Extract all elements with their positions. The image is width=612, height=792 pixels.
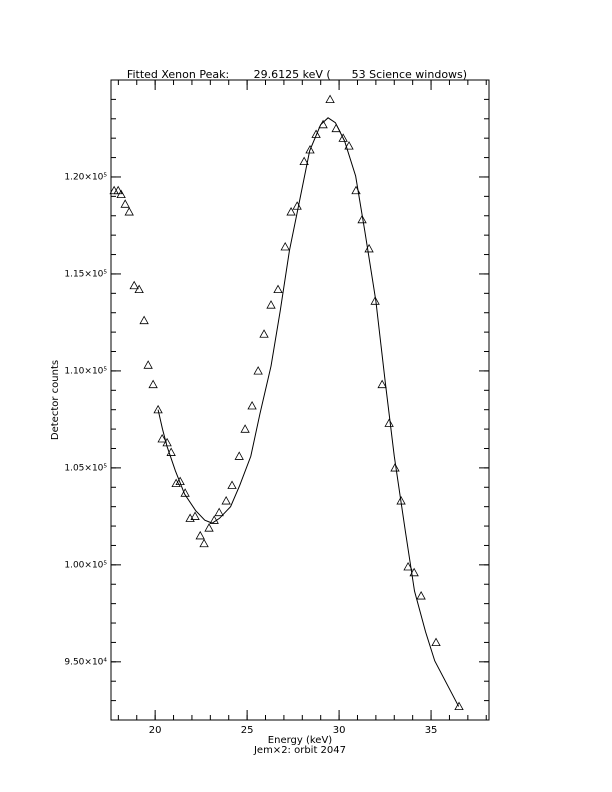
data-marker	[240, 424, 250, 433]
data-marker	[299, 156, 309, 166]
y-tick-label: 1.05×10⁵	[64, 463, 107, 473]
data-marker	[199, 538, 209, 548]
data-marker	[143, 360, 153, 369]
data-marker	[190, 511, 200, 520]
data-marker	[370, 296, 380, 305]
data-marker	[416, 591, 426, 600]
y-tick-label: 1.00×10⁵	[64, 560, 107, 570]
data-marker	[431, 637, 441, 647]
data-marker	[134, 284, 144, 294]
y-tick-label: 1.10×10⁵	[64, 366, 107, 376]
x-tick-label: 35	[425, 725, 438, 736]
x-axis-title: Energy (keV)	[268, 735, 333, 746]
data-marker	[157, 433, 167, 443]
data-marker	[139, 315, 149, 325]
data-marker	[286, 207, 296, 216]
data-marker	[113, 185, 123, 195]
data-marker	[280, 241, 290, 251]
data-marker	[377, 379, 387, 389]
data-marker	[266, 300, 276, 309]
data-marker	[116, 189, 126, 199]
data-marker	[227, 480, 237, 489]
data-marker	[175, 476, 185, 486]
data-marker	[403, 561, 413, 571]
data-marker	[171, 478, 181, 487]
data-marker	[124, 207, 134, 216]
x-tick-label: 20	[149, 725, 162, 736]
data-marker	[357, 214, 367, 224]
y-axis-title: Detector counts	[50, 360, 61, 440]
data-marker	[311, 129, 321, 138]
data-marker	[273, 284, 283, 294]
data-marker	[344, 141, 354, 150]
y-tick-label: 1.15×10⁵	[64, 269, 107, 279]
fit-line	[157, 117, 460, 707]
data-marker	[234, 451, 244, 460]
data-marker	[221, 496, 231, 505]
data-marker	[180, 488, 190, 497]
x-tick-label: 25	[241, 725, 254, 736]
data-marker	[338, 133, 348, 142]
data-marker	[153, 404, 163, 414]
data-marker	[409, 567, 419, 577]
y-tick-label: 9.50×10⁴	[64, 657, 107, 667]
data-marker	[325, 94, 335, 103]
data-marker	[292, 201, 302, 210]
data-marker	[384, 418, 394, 427]
data-marker	[129, 280, 139, 290]
data-marker	[454, 701, 464, 711]
data-marker	[259, 329, 269, 338]
data-marker	[305, 144, 315, 154]
plot-frame	[110, 79, 490, 721]
data-marker	[247, 400, 257, 410]
data-marker	[214, 507, 224, 517]
y-tick-label: 1.20×10⁵	[64, 172, 107, 182]
data-marker	[390, 463, 400, 472]
subtitle: Jem×2: orbit 2047	[253, 745, 346, 756]
data-marker	[148, 379, 158, 389]
chart-title: Fitted Xenon Peak: 29.6125 keV ( 53 Scie…	[127, 68, 467, 81]
data-marker	[253, 366, 263, 375]
data-marker	[204, 523, 214, 532]
data-marker	[209, 515, 219, 524]
data-marker	[195, 530, 205, 540]
x-tick-label: 30	[333, 725, 346, 736]
data-marker	[120, 199, 130, 208]
